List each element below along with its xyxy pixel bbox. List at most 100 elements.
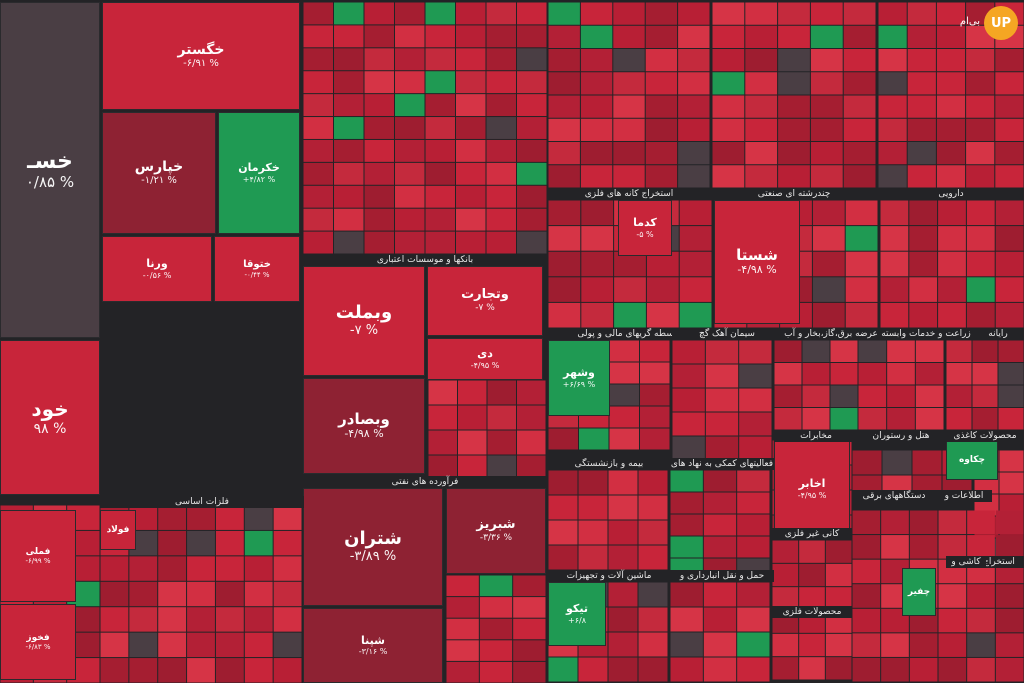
tile-change-percent: -۵ % (636, 229, 654, 239)
treemap-cell (244, 530, 273, 556)
treemap-cell (737, 632, 770, 657)
treemap-tile[interactable]: خگستر -۶/۹۱ % (102, 2, 300, 110)
tile-symbol: شپنا (361, 633, 385, 647)
treemap-tile[interactable]: وتجارت -۷ % (427, 266, 543, 336)
treemap-cell (679, 277, 712, 302)
tile-change-percent: -۰/۴۴ % (244, 270, 270, 279)
sector-label: رایانه (972, 328, 1024, 340)
treemap-tile[interactable]: فخوز -۶/۸۳ % (0, 604, 76, 680)
treemap-tile[interactable]: چفیر (902, 568, 936, 616)
treemap-cell (158, 530, 187, 556)
treemap-cell (995, 584, 1024, 608)
tile-symbol: وبصادر (338, 410, 390, 429)
treemap-cell (998, 363, 1024, 385)
treemap-cell (334, 139, 364, 162)
treemap-cell (972, 340, 998, 362)
treemap-tile[interactable]: خپارس -۱/۲۱ % (102, 112, 216, 234)
treemap-cell (548, 200, 581, 226)
treemap-cell (998, 408, 1024, 430)
treemap-cell (638, 470, 668, 495)
treemap-cell (712, 25, 745, 48)
treemap-cell (703, 470, 737, 492)
treemap-cell (334, 2, 364, 25)
treemap-tile[interactable]: اخابر -۴/۹۵ % (774, 440, 850, 538)
treemap-cell (936, 95, 966, 118)
treemap-tile[interactable]: خود ۹۸ % (0, 340, 100, 495)
treemap-cell (640, 362, 670, 384)
treemap-tile[interactable]: خسـ ۰/۸۵ % (0, 2, 100, 338)
treemap-cell (613, 49, 645, 72)
treemap-cell (364, 117, 394, 139)
sector-label: ماشین آلات و تجهیزات (548, 570, 670, 582)
treemap-tile[interactable]: ختوقا -۰/۴۴ % (214, 236, 300, 302)
treemap-cell (609, 428, 639, 450)
treemap-tile[interactable]: ورنا -۰/۵۶ % (102, 236, 212, 302)
treemap-cell (446, 661, 479, 683)
treemap-tile[interactable]: دی -۴/۹۵ % (427, 338, 543, 380)
treemap-tile[interactable]: چکاوه (946, 440, 998, 480)
treemap-cell (548, 495, 578, 520)
treemap-cell (966, 142, 995, 165)
tile-change-percent: -۴/۹۸ % (737, 263, 777, 277)
treemap-cell (703, 657, 737, 682)
treemap-tile[interactable]: تیکو +۶/۸ (548, 582, 606, 646)
treemap-cell (486, 2, 516, 25)
site-watermark-text: بی‌ام (959, 16, 980, 27)
treemap-tile[interactable]: کدما -۵ % (618, 200, 672, 256)
tile-change-percent: +۶/۶۹ % (562, 379, 596, 389)
treemap-cell (938, 657, 967, 682)
treemap-cell (938, 226, 966, 251)
treemap-cell (215, 530, 244, 556)
treemap-cell (774, 363, 802, 385)
treemap-cell (486, 231, 516, 254)
treemap-cell (739, 412, 772, 436)
treemap-cell (428, 430, 457, 455)
treemap-cell (745, 25, 778, 48)
treemap-cell (878, 165, 907, 188)
treemap-cell (640, 384, 670, 406)
treemap-cell (812, 226, 845, 251)
treemap-cell (244, 581, 273, 607)
treemap-cell (613, 2, 645, 25)
treemap-tile[interactable]: شپنا -۳/۱۶ % (303, 608, 443, 683)
treemap-cell (425, 94, 455, 117)
treemap-cell (678, 72, 710, 95)
tile-symbol: کدما (633, 216, 657, 230)
treemap-cell (364, 231, 394, 254)
treemap-cell (446, 640, 479, 661)
treemap-cell (705, 340, 739, 364)
treemap-tile[interactable]: شتران -۳/۸۹ % (303, 488, 443, 606)
treemap-cell (548, 2, 580, 25)
treemap-cell (812, 302, 845, 328)
treemap-cell (670, 632, 703, 657)
treemap-tile[interactable]: شبریز -۳/۳۶ % (446, 488, 546, 574)
treemap-tile[interactable]: فملی -۶/۹۹ % (0, 510, 76, 602)
sector-label: کانی غیر فلزی (772, 528, 852, 540)
treemap-tile[interactable]: خکرمان +۴/۸۲ % (218, 112, 300, 234)
treemap-tile[interactable]: فولاد (100, 510, 136, 550)
treemap-cell (907, 142, 936, 165)
treemap-cell (810, 95, 843, 118)
treemap-cell (215, 658, 244, 683)
treemap-tile[interactable]: وشهر +۶/۶۹ % (548, 340, 610, 416)
treemap-tile[interactable]: شستا -۴/۹۸ % (714, 200, 800, 324)
sector-label: فلزات اساسی (100, 496, 304, 508)
treemap-tile[interactable]: وبصادر -۴/۹۸ % (303, 378, 425, 474)
treemap-cell (486, 71, 516, 94)
treemap-cell (678, 25, 710, 48)
tile-symbol: وبملت (335, 302, 393, 324)
treemap-cell (517, 405, 546, 430)
treemap-cell (513, 597, 546, 618)
treemap-cell (158, 581, 187, 607)
treemap-cell (852, 510, 881, 535)
treemap-cell (672, 340, 705, 364)
treemap-cell (881, 633, 909, 657)
treemap-cell (609, 384, 639, 406)
treemap-cell (273, 581, 302, 607)
treemap-tile[interactable]: وبملت -۷ % (303, 266, 425, 376)
sector-label: محصولات کاغذی (946, 430, 1024, 442)
treemap-cell (830, 340, 858, 362)
treemap-cell (670, 657, 703, 682)
treemap-cell (645, 2, 678, 25)
treemap-cell (425, 208, 455, 231)
